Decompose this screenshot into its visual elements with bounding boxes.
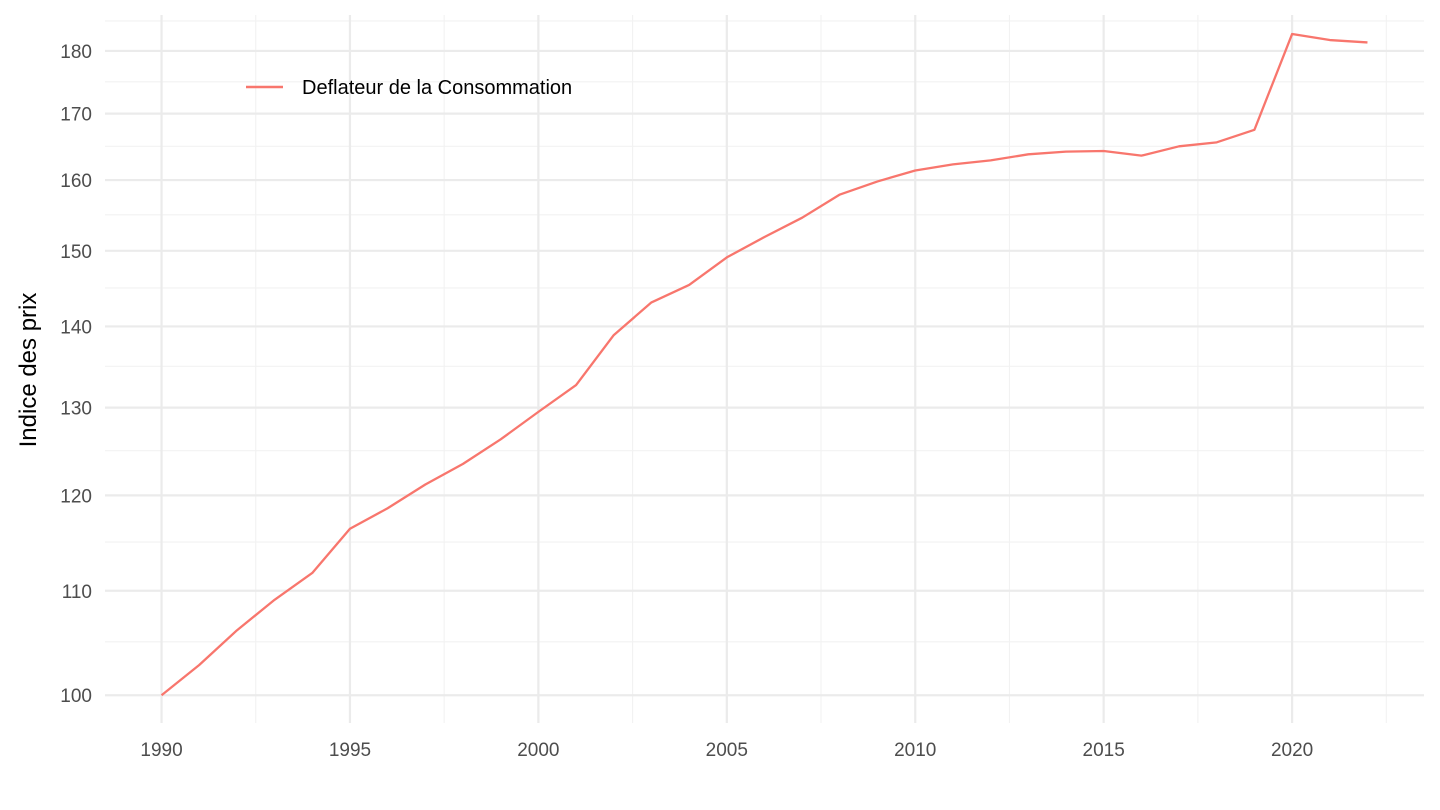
x-tick-label: 2010 (894, 740, 936, 761)
y-tick-label: 150 (60, 242, 92, 263)
minor-gridlines (105, 15, 1424, 723)
legend-label: Deflateur de la Consommation (302, 77, 572, 99)
y-tick-label: 140 (60, 317, 92, 338)
x-tick-label: 2005 (706, 740, 748, 761)
y-tick-label: 180 (60, 42, 92, 63)
y-axis-tick-labels: 100 110 120 130 140 150 160 170 180 (60, 42, 92, 707)
y-tick-label: 130 (60, 399, 92, 420)
x-tick-label: 1990 (140, 740, 182, 761)
series-line (160, 32, 1368, 697)
y-tick-label: 160 (60, 171, 92, 192)
major-gridlines (105, 15, 1424, 723)
y-tick-label: 170 (60, 105, 92, 126)
x-tick-label: 2000 (517, 740, 559, 761)
y-tick-label: 110 (62, 582, 92, 603)
x-tick-label: 2020 (1271, 740, 1313, 761)
x-tick-label: 1995 (329, 740, 371, 761)
y-tick-label: 100 (60, 686, 92, 707)
series-layer (160, 32, 1368, 697)
x-tick-label: 2015 (1083, 740, 1125, 761)
x-axis-tick-labels: 1990 1995 2000 2005 2010 2015 2020 (140, 740, 1313, 761)
y-tick-label: 120 (60, 486, 92, 507)
legend: Deflateur de la Consommation (246, 77, 572, 99)
y-axis-title: Indice des prix (15, 293, 42, 448)
